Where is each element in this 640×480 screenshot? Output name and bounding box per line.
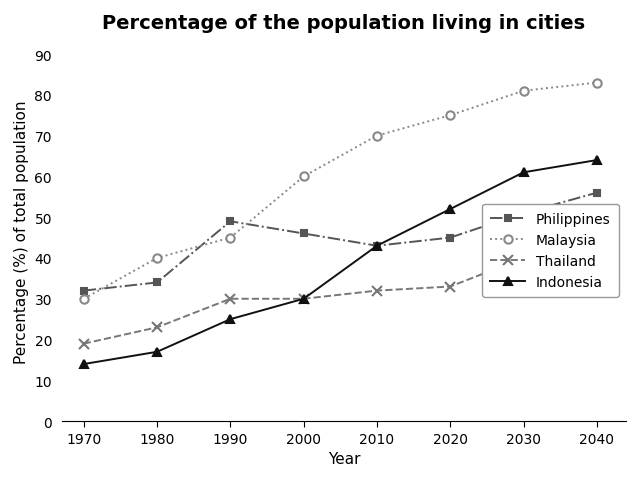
Title: Percentage of the population living in cities: Percentage of the population living in c… bbox=[102, 14, 586, 33]
Y-axis label: Percentage (%) of total population: Percentage (%) of total population bbox=[14, 100, 29, 363]
X-axis label: Year: Year bbox=[328, 451, 360, 466]
Legend: Philippines, Malaysia, Thailand, Indonesia: Philippines, Malaysia, Thailand, Indones… bbox=[482, 204, 619, 298]
